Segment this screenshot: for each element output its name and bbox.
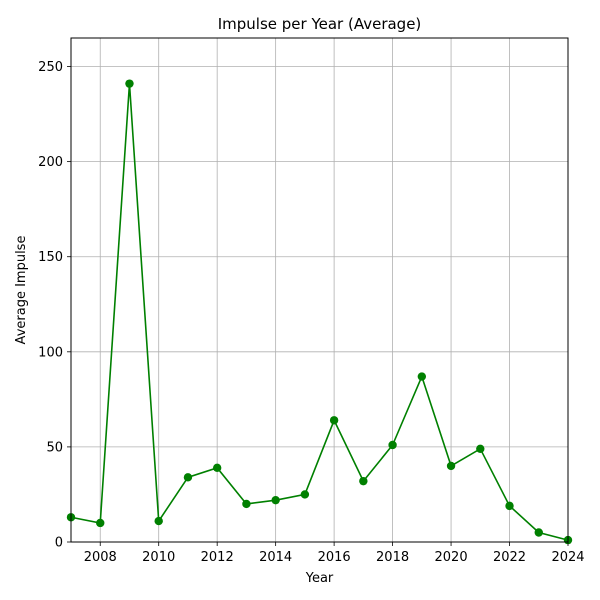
y-axis-ticks: 0 50 100 150 200 250: [38, 60, 71, 551]
x-axis-label: Year: [305, 571, 334, 586]
data-point: [476, 444, 485, 454]
x-axis-ticks: 2008 2010 2012 2014 2016 2018 2020 2022 2024: [84, 542, 585, 565]
data-point: [96, 518, 105, 528]
y-tick-label: 150: [38, 250, 63, 265]
plot-frame: [70, 37, 569, 543]
data-point: [154, 516, 163, 526]
x-tick-label: 2018: [376, 550, 409, 565]
data-point: [183, 473, 193, 482]
y-tick-label: 100: [38, 345, 63, 360]
x-tick-label: 2020: [435, 550, 468, 565]
y-tick-label: 0: [55, 536, 63, 551]
x-tick-label: 2014: [259, 550, 292, 565]
data-point: [505, 501, 514, 511]
y-axis-label: Average Impulse: [14, 236, 29, 345]
x-tick-label: 2010: [142, 550, 175, 565]
chart-title: Impulse per Year (Average): [218, 15, 422, 33]
y-tick-label: 250: [38, 60, 63, 75]
data-point: [417, 372, 427, 381]
data-point: [329, 416, 339, 425]
x-tick-label: 2024: [551, 550, 584, 565]
data-point: [212, 463, 222, 473]
x-tick-label: 2008: [84, 550, 117, 565]
data-point: [300, 490, 310, 499]
y-tick-label: 200: [38, 155, 63, 170]
data-point: [446, 461, 456, 471]
data-point: [242, 499, 251, 509]
data-series: [66, 79, 573, 545]
series-line: [70, 83, 569, 541]
data-point: [534, 528, 543, 537]
data-point: [359, 476, 368, 486]
x-tick-label: 2022: [493, 550, 526, 565]
data-point: [388, 440, 397, 450]
data-point: [271, 495, 280, 505]
y-tick-label: 50: [46, 440, 63, 455]
data-point: [125, 79, 134, 88]
x-tick-label: 2016: [318, 550, 351, 565]
x-tick-label: 2012: [201, 550, 234, 565]
